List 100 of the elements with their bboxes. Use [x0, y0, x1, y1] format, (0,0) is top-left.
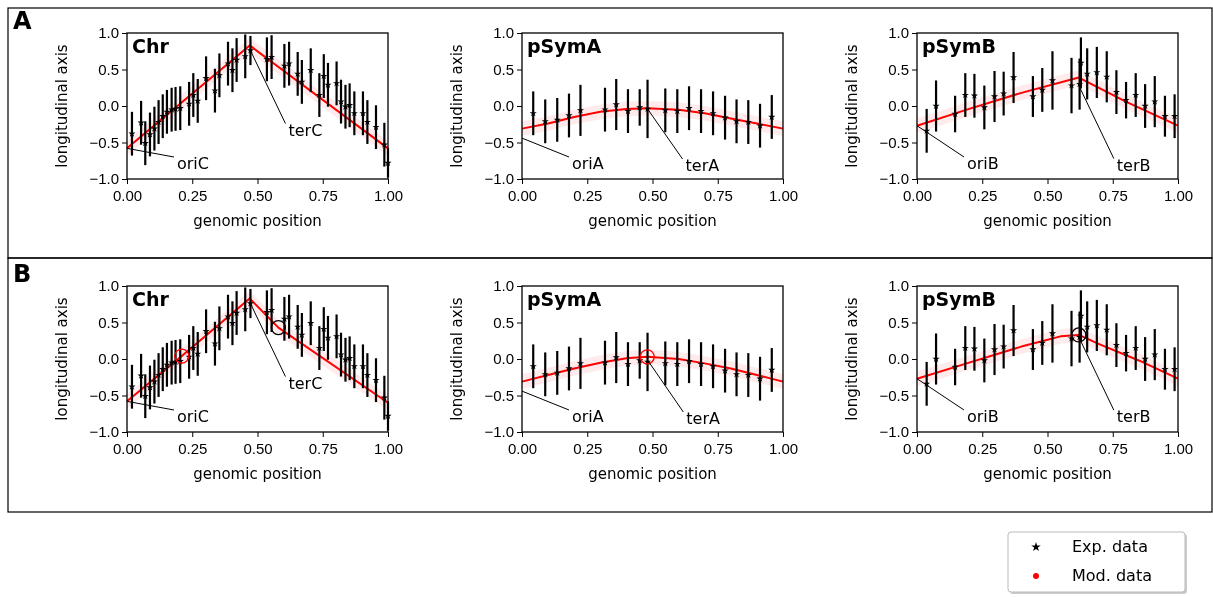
- y-axis-title: longitudinal axis: [53, 297, 71, 421]
- x-tick-label: 0.25: [178, 186, 208, 204]
- x-tick-label: 0.25: [573, 186, 603, 204]
- x-axis-title: genomic position: [983, 212, 1112, 230]
- annotation: terA: [686, 409, 721, 428]
- point: [768, 366, 776, 373]
- y-tick-label: −0.5: [89, 133, 119, 151]
- y-tick-label: 0.0: [98, 350, 119, 368]
- text: B: [13, 260, 32, 288]
- y-tick-label: 1.0: [98, 24, 119, 42]
- point: [1038, 86, 1046, 93]
- x-tick-label: 1.00: [373, 186, 404, 204]
- annotation: oriC: [177, 154, 209, 173]
- x-tick-label: 0.25: [968, 439, 998, 457]
- x-tick-label: 0.75: [703, 186, 733, 204]
- line-series: [916, 76, 1179, 127]
- x-axis-title: genomic position: [193, 212, 322, 230]
- x-tick-label: 1.00: [1163, 439, 1194, 457]
- x-tick-label: 0.25: [968, 186, 998, 204]
- point: [970, 345, 979, 352]
- chart-title: pSymA: [527, 288, 602, 310]
- point: [553, 116, 561, 123]
- x-axis-title: genomic position: [588, 465, 717, 483]
- point: [1103, 326, 1111, 333]
- y-tick-label: 0.5: [493, 313, 514, 331]
- x-tick-label: 0.50: [243, 186, 273, 204]
- x-tick-label: 0.75: [1098, 439, 1128, 457]
- x-tick-label: 1.00: [1163, 186, 1194, 204]
- y-tick-label: 0.0: [493, 350, 514, 368]
- point: [1071, 327, 1087, 343]
- x-tick-label: 1.00: [768, 439, 799, 457]
- y-tick-label: 0.0: [98, 97, 119, 115]
- y-tick-label: −0.5: [879, 133, 909, 151]
- x-tick-label: 0.00: [112, 186, 143, 204]
- chart-title: pSymB: [922, 288, 996, 310]
- x-tick-label: 0.75: [1098, 186, 1128, 204]
- x-axis-title: genomic position: [983, 465, 1112, 483]
- chart-title: pSymA: [527, 35, 602, 57]
- point: [1038, 339, 1046, 346]
- y-tick-label: 0.5: [888, 60, 909, 78]
- annotation: oriC: [177, 407, 209, 426]
- y-axis-title: longitudinal axis: [53, 44, 71, 168]
- x-axis-title: genomic position: [193, 465, 322, 483]
- y-tick-label: −0.5: [879, 386, 909, 404]
- y-tick-label: −1.0: [484, 423, 514, 441]
- y-tick-label: 0.0: [888, 97, 909, 115]
- point: [174, 348, 190, 364]
- y-tick-label: 1.0: [493, 277, 514, 295]
- y-axis-title: longitudinal axis: [843, 297, 861, 421]
- point: [1103, 73, 1111, 80]
- x-tick-label: 1.00: [373, 439, 404, 457]
- y-tick-label: −0.5: [89, 386, 119, 404]
- x-tick-label: 0.25: [573, 439, 603, 457]
- x-tick-label: 0.75: [703, 439, 733, 457]
- x-tick-label: 1.00: [768, 186, 799, 204]
- x-tick-label: 0.50: [638, 186, 668, 204]
- y-tick-label: 0.0: [888, 350, 909, 368]
- y-axis-title: longitudinal axis: [448, 44, 466, 168]
- point: [639, 349, 655, 365]
- point: [970, 92, 979, 99]
- annotation: terB: [1116, 407, 1151, 427]
- annotation: terB: [1116, 155, 1151, 175]
- y-tick-label: −1.0: [89, 423, 119, 441]
- x-tick-label: 0.00: [902, 439, 933, 457]
- x-tick-label: 0.75: [308, 186, 338, 204]
- x-tick-label: 0.00: [507, 186, 538, 204]
- y-axis-title: longitudinal axis: [448, 297, 466, 421]
- x-tick-label: 0.00: [112, 439, 143, 457]
- y-tick-label: −1.0: [484, 170, 514, 188]
- x-axis-title: genomic position: [588, 212, 717, 230]
- y-tick-label: −1.0: [879, 423, 909, 441]
- annotation: oriA: [572, 154, 604, 173]
- point: [768, 113, 776, 120]
- line-series: [521, 107, 784, 130]
- annotation: oriA: [572, 407, 604, 426]
- y-axis-title: longitudinal axis: [843, 44, 861, 168]
- y-tick-label: 0.5: [493, 60, 514, 78]
- chart-title: Chr: [132, 35, 170, 57]
- legend-label: Mod. data: [1072, 566, 1152, 585]
- point: [1083, 70, 1091, 77]
- y-tick-label: −0.5: [484, 133, 514, 151]
- y-tick-label: 0.5: [98, 60, 119, 78]
- annotation: oriB: [967, 407, 999, 426]
- y-tick-label: 1.0: [888, 277, 909, 295]
- x-tick-label: 0.50: [243, 439, 273, 457]
- x-tick-label: 0.50: [1033, 186, 1063, 204]
- annotation: terA: [685, 156, 720, 175]
- annotation: terC: [288, 373, 323, 393]
- y-tick-label: −1.0: [89, 170, 119, 188]
- x-tick-label: 0.75: [308, 439, 338, 457]
- chart-title: Chr: [132, 288, 170, 310]
- x-tick-label: 0.00: [507, 439, 538, 457]
- point: [1083, 323, 1091, 330]
- y-tick-label: −0.5: [484, 386, 514, 404]
- y-tick-label: 0.5: [888, 313, 909, 331]
- legend-label: Exp. data: [1072, 537, 1148, 556]
- y-tick-label: 0.5: [98, 313, 119, 331]
- annotation: oriB: [967, 154, 999, 173]
- y-tick-label: 0.0: [493, 97, 514, 115]
- point: [553, 369, 561, 376]
